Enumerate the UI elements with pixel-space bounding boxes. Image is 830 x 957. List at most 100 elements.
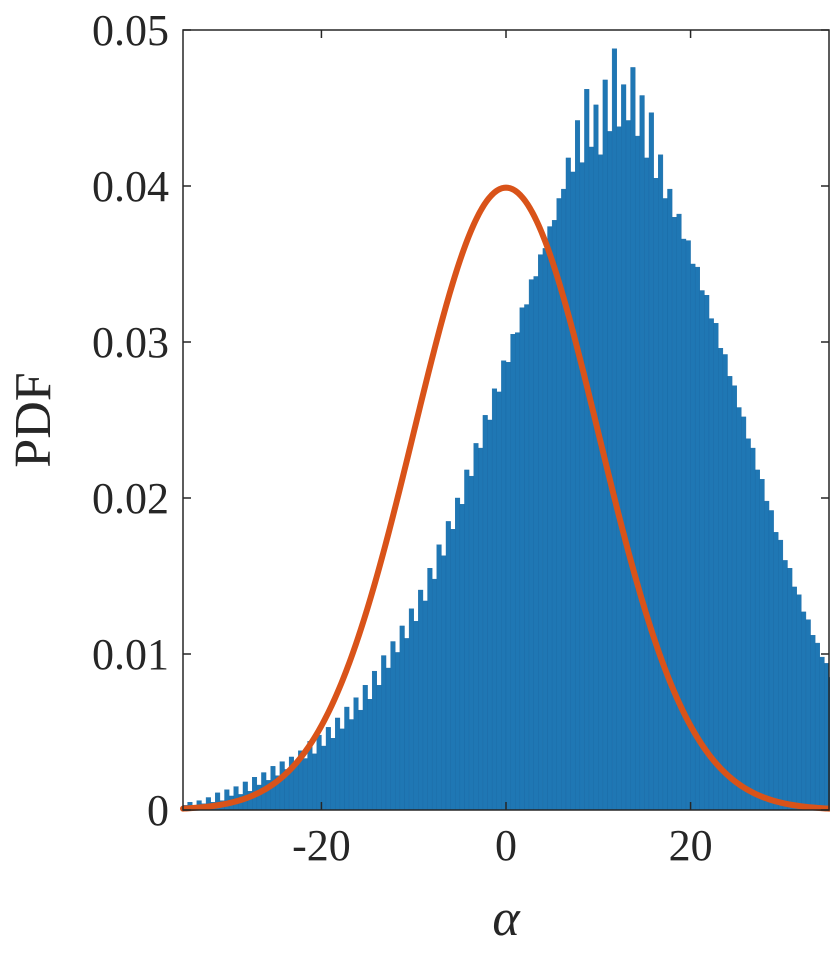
histogram-bar <box>487 419 493 811</box>
histogram-bar <box>473 443 479 811</box>
histogram-bar <box>644 157 650 811</box>
histogram-bar <box>542 248 548 811</box>
histogram-bar <box>718 348 724 811</box>
histogram-bar <box>468 475 474 811</box>
histogram-bar <box>335 717 341 811</box>
histogram-bar <box>575 120 581 811</box>
histogram-bar <box>455 497 461 811</box>
histogram-bar <box>796 594 802 811</box>
y-tick-label: 0.03 <box>92 318 169 367</box>
histogram-bar <box>722 354 728 811</box>
histogram-bar <box>745 438 751 811</box>
histogram-bar <box>616 126 622 811</box>
histogram-bar <box>764 500 770 811</box>
histogram-bar <box>782 560 788 811</box>
histogram-bar <box>639 95 645 811</box>
histogram-bar <box>515 332 521 811</box>
histogram-bar <box>625 120 631 811</box>
histogram-bar <box>565 157 571 811</box>
histogram-bar <box>681 238 687 811</box>
histogram-bar <box>445 521 451 811</box>
histogram-bar <box>293 763 299 811</box>
histogram-bar <box>538 254 544 811</box>
y-tick-label: 0.01 <box>92 630 169 679</box>
histogram-bar <box>727 376 733 811</box>
histogram-bar <box>708 318 714 811</box>
histogram-bar <box>344 706 350 811</box>
histogram-bar <box>339 728 345 811</box>
histogram-bar <box>519 307 525 811</box>
histogram-bar <box>704 295 710 811</box>
histogram-bar <box>791 586 797 811</box>
histogram-bar <box>441 555 447 811</box>
histogram-bar <box>598 154 604 811</box>
histogram-bar <box>436 544 442 811</box>
histogram-bar <box>459 504 465 811</box>
histogram-bar <box>524 304 530 811</box>
axis-ticks <box>183 29 829 811</box>
histogram-bar <box>810 635 816 811</box>
histogram-bar <box>330 738 336 811</box>
histogram-bar <box>754 469 760 811</box>
histogram-bar <box>593 104 599 811</box>
histogram-bar <box>302 758 308 811</box>
histogram-bar <box>759 479 765 811</box>
histogram-bar <box>501 360 507 811</box>
normal-fit-curve <box>180 184 830 812</box>
histogram-bar <box>658 154 664 811</box>
histogram-bar <box>528 279 534 811</box>
histogram-bar <box>371 670 377 811</box>
histogram-bar <box>778 539 784 811</box>
histogram-bar <box>408 608 414 811</box>
histogram-bar <box>750 447 756 811</box>
histogram-bar <box>385 667 391 811</box>
histogram-bar <box>367 699 373 811</box>
histogram-bar <box>676 213 682 811</box>
histogram-bar <box>667 188 673 811</box>
histogram-bar <box>736 407 742 811</box>
x-tick-label: 20 <box>669 821 713 870</box>
histogram-bar <box>588 146 594 811</box>
histogram-bar <box>418 589 424 811</box>
histogram-bar <box>395 652 401 811</box>
histogram-bar <box>427 568 433 811</box>
histogram-bar <box>325 727 331 811</box>
histogram-bar <box>584 89 590 811</box>
histogram-bar <box>731 385 737 811</box>
histogram-bar <box>422 600 428 811</box>
histogram-bar <box>648 112 654 811</box>
histogram-bar <box>801 611 807 811</box>
histogram-bar <box>376 685 382 811</box>
histogram-bar <box>312 753 318 811</box>
histogram-bar <box>635 135 641 811</box>
histogram-bar <box>478 447 484 811</box>
y-tick-label: 0 <box>147 786 169 835</box>
histogram-bar <box>321 745 327 811</box>
y-tick-label: 0.05 <box>92 6 169 55</box>
histogram-bar <box>819 656 825 811</box>
histogram-bar <box>694 266 701 811</box>
histogram-bar <box>713 323 719 811</box>
histogram-bar <box>787 568 793 811</box>
histogram-bars <box>182 48 830 811</box>
histogram-bar <box>653 177 659 811</box>
histogram-bar <box>611 48 617 811</box>
histogram-bar <box>662 198 668 811</box>
histogram-bar <box>353 697 359 811</box>
y-axis-label: PDF <box>5 372 62 467</box>
histogram-bar <box>450 529 456 811</box>
histogram-bar <box>413 621 419 811</box>
histogram-bar <box>768 510 774 811</box>
histogram-bar <box>699 290 705 811</box>
histogram-bar <box>404 638 410 811</box>
histogram-bar <box>279 761 285 811</box>
histogram-bar <box>510 334 516 811</box>
histogram-bar <box>381 655 387 811</box>
histogram-bar <box>358 709 364 811</box>
y-tick-label: 0.02 <box>92 474 169 523</box>
histogram-bar <box>551 220 557 811</box>
histogram-bar <box>814 642 820 811</box>
histogram-bar <box>773 532 779 811</box>
histogram-bar <box>547 226 553 811</box>
